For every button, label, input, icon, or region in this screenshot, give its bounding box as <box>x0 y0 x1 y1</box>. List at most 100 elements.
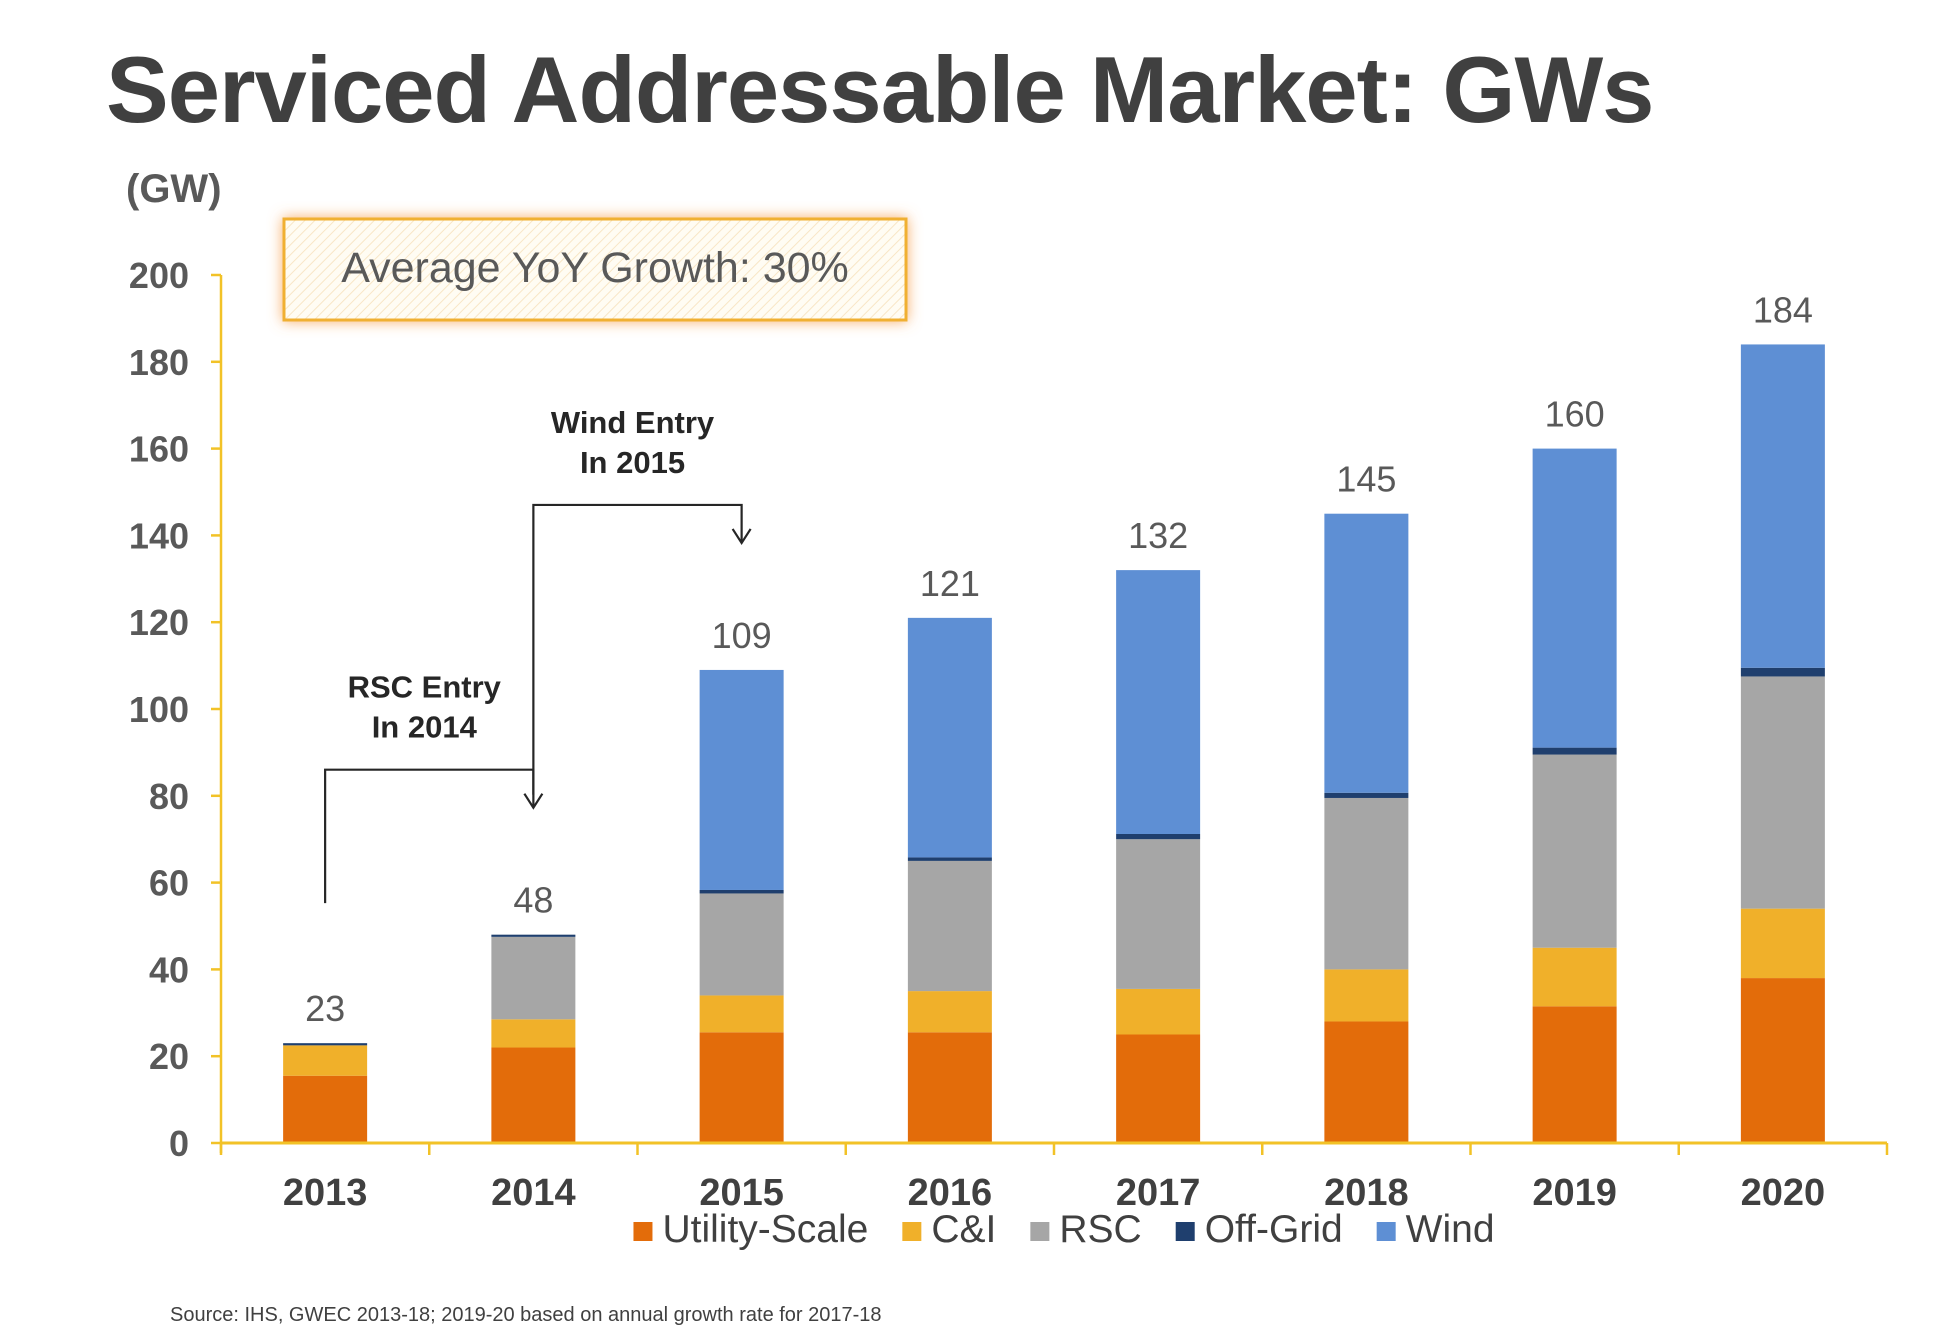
legend-label: Wind <box>1406 1208 1495 1251</box>
legend-swatch <box>1030 1222 1050 1241</box>
x-category-label: 2016 <box>908 1172 993 1214</box>
entry-annotation: Wind Entry In 2015 <box>532 405 752 795</box>
entry-annotations: RSC Entry In 2014 Wind Entry In 2015 <box>324 405 752 904</box>
y-axis: 0 20 40 60 80 100 120 140 160 180 200 <box>129 255 223 1164</box>
legend-item: C&I <box>902 1208 996 1251</box>
y-tick-label: 200 <box>129 255 189 296</box>
bar-segment-c-i <box>491 1019 576 1048</box>
x-axis: 2013 2014 2015 2016 2017 2018 2019 2020 <box>219 1141 1889 1214</box>
y-tick-label: 180 <box>129 342 189 383</box>
y-tick-label: 20 <box>149 1036 189 1077</box>
y-tick-label: 40 <box>149 949 189 990</box>
bar-segment-utility-scale <box>283 1075 368 1143</box>
slide-title: Serviced Addressable Market: GWs <box>106 37 1654 142</box>
bar-segment-off-grid <box>1324 792 1409 798</box>
bar-segment-c-i <box>1740 908 1825 979</box>
bar-segment-wind <box>907 617 992 858</box>
bar-segment-off-grid <box>907 857 992 861</box>
bar-total-label: 145 <box>1336 459 1396 500</box>
bar-total-label: 160 <box>1545 394 1605 435</box>
y-tick-label: 100 <box>129 689 189 730</box>
bar-segment-c-i <box>1532 947 1617 1007</box>
bar-segment-rsc <box>491 936 576 1020</box>
bar-segment-off-grid <box>283 1043 368 1046</box>
bar-segment-utility-scale <box>1116 1034 1201 1143</box>
bar-segment-off-grid <box>1740 667 1825 677</box>
bar-segment-rsc <box>1740 676 1825 909</box>
bars <box>283 344 1825 1143</box>
bar-segment-c-i <box>1324 969 1409 1022</box>
callout-box <box>282 217 908 322</box>
y-unit-label: (GW) <box>126 167 222 211</box>
x-category-label: 2013 <box>283 1172 368 1214</box>
legend-label: Off-Grid <box>1205 1208 1343 1251</box>
bar-segment-off-grid <box>1532 747 1617 755</box>
bar-total-label: 48 <box>513 880 553 921</box>
legend-swatch <box>1175 1222 1195 1241</box>
bar-total-label: 184 <box>1753 289 1813 330</box>
bar-segment-c-i <box>283 1045 368 1076</box>
legend-item: Wind <box>1376 1208 1495 1251</box>
bar-segment-wind <box>1116 570 1201 834</box>
bar-segment-off-grid <box>1116 833 1201 840</box>
annotation-label-line1: RSC Entry <box>348 670 502 705</box>
bar-segment-off-grid <box>699 889 784 894</box>
legend-label: RSC <box>1059 1208 1141 1251</box>
legend-item: Utility-Scale <box>633 1208 868 1251</box>
y-tick-label: 80 <box>149 776 189 817</box>
y-tick-label: 160 <box>129 429 189 470</box>
bar-segment-rsc <box>1116 839 1201 989</box>
annotation-label-line2: In 2014 <box>372 710 478 745</box>
bar-segment-wind <box>1532 448 1617 748</box>
bar-total-label: 121 <box>920 563 980 604</box>
bar-segment-c-i <box>1116 988 1201 1035</box>
legend-item: Off-Grid <box>1175 1208 1343 1251</box>
bar-segment-utility-scale <box>907 1032 992 1143</box>
legend-label: C&I <box>931 1208 996 1251</box>
bar-segment-c-i <box>699 995 784 1033</box>
bar-total-label: 23 <box>305 988 345 1029</box>
callout-text: Average YoY Growth: 30% <box>341 244 849 292</box>
legend-item: RSC <box>1030 1208 1142 1251</box>
legend-swatch <box>633 1222 653 1241</box>
bar-segment-rsc <box>907 860 992 992</box>
entry-annotation: RSC Entry In 2014 <box>324 670 544 904</box>
source-note: Source: IHS, GWEC 2013-18; 2019-20 based… <box>170 1304 882 1326</box>
legend-swatch <box>1376 1222 1396 1241</box>
x-category-label: 2014 <box>491 1172 576 1214</box>
bar-segment-utility-scale <box>699 1032 784 1143</box>
bar-segment-utility-scale <box>1532 1006 1617 1143</box>
y-tick-label: 0 <box>169 1123 189 1164</box>
x-category-label: 2018 <box>1324 1172 1409 1214</box>
y-tick-label: 120 <box>129 602 189 643</box>
legend-swatch <box>902 1222 922 1241</box>
bar-segment-rsc <box>699 893 784 996</box>
bar-segment-utility-scale <box>1324 1021 1409 1143</box>
y-tick-label: 140 <box>129 515 189 556</box>
stacked-bar-chart: (GW) 0 20 40 60 80 100 120 140 160 180 200 23 48 109… <box>126 167 1889 1251</box>
legend: Utility-Scale C&I RSC Off-Grid Wind <box>633 1208 1495 1251</box>
bar-segment-off-grid <box>491 934 576 937</box>
x-category-label: 2020 <box>1741 1172 1826 1214</box>
y-tick-label: 60 <box>149 863 189 904</box>
bar-segment-c-i <box>907 991 992 1033</box>
annotation-arrow-line <box>324 768 535 904</box>
x-category-label: 2019 <box>1532 1172 1617 1214</box>
bar-total-label: 109 <box>712 615 772 656</box>
bar-segment-rsc <box>1532 754 1617 948</box>
x-category-label: 2015 <box>699 1172 784 1214</box>
annotation-label-line2: In 2015 <box>580 445 685 480</box>
annotation-arrowhead <box>523 793 544 810</box>
bar-total-label: 132 <box>1128 515 1188 556</box>
total-labels: 23 48 109 121 132 145 160 184 <box>305 289 1813 1029</box>
bar-segment-rsc <box>1324 797 1409 970</box>
bar-segment-wind <box>699 669 784 890</box>
x-category-label: 2017 <box>1116 1172 1201 1214</box>
bar-segment-wind <box>1324 513 1409 793</box>
annotation-arrowhead <box>731 528 752 545</box>
legend-label: Utility-Scale <box>662 1208 868 1251</box>
annotation-label-line1: Wind Entry <box>551 405 715 440</box>
growth-callout: Average YoY Growth: 30% <box>282 217 908 322</box>
annotation-arrow-line <box>532 503 743 795</box>
